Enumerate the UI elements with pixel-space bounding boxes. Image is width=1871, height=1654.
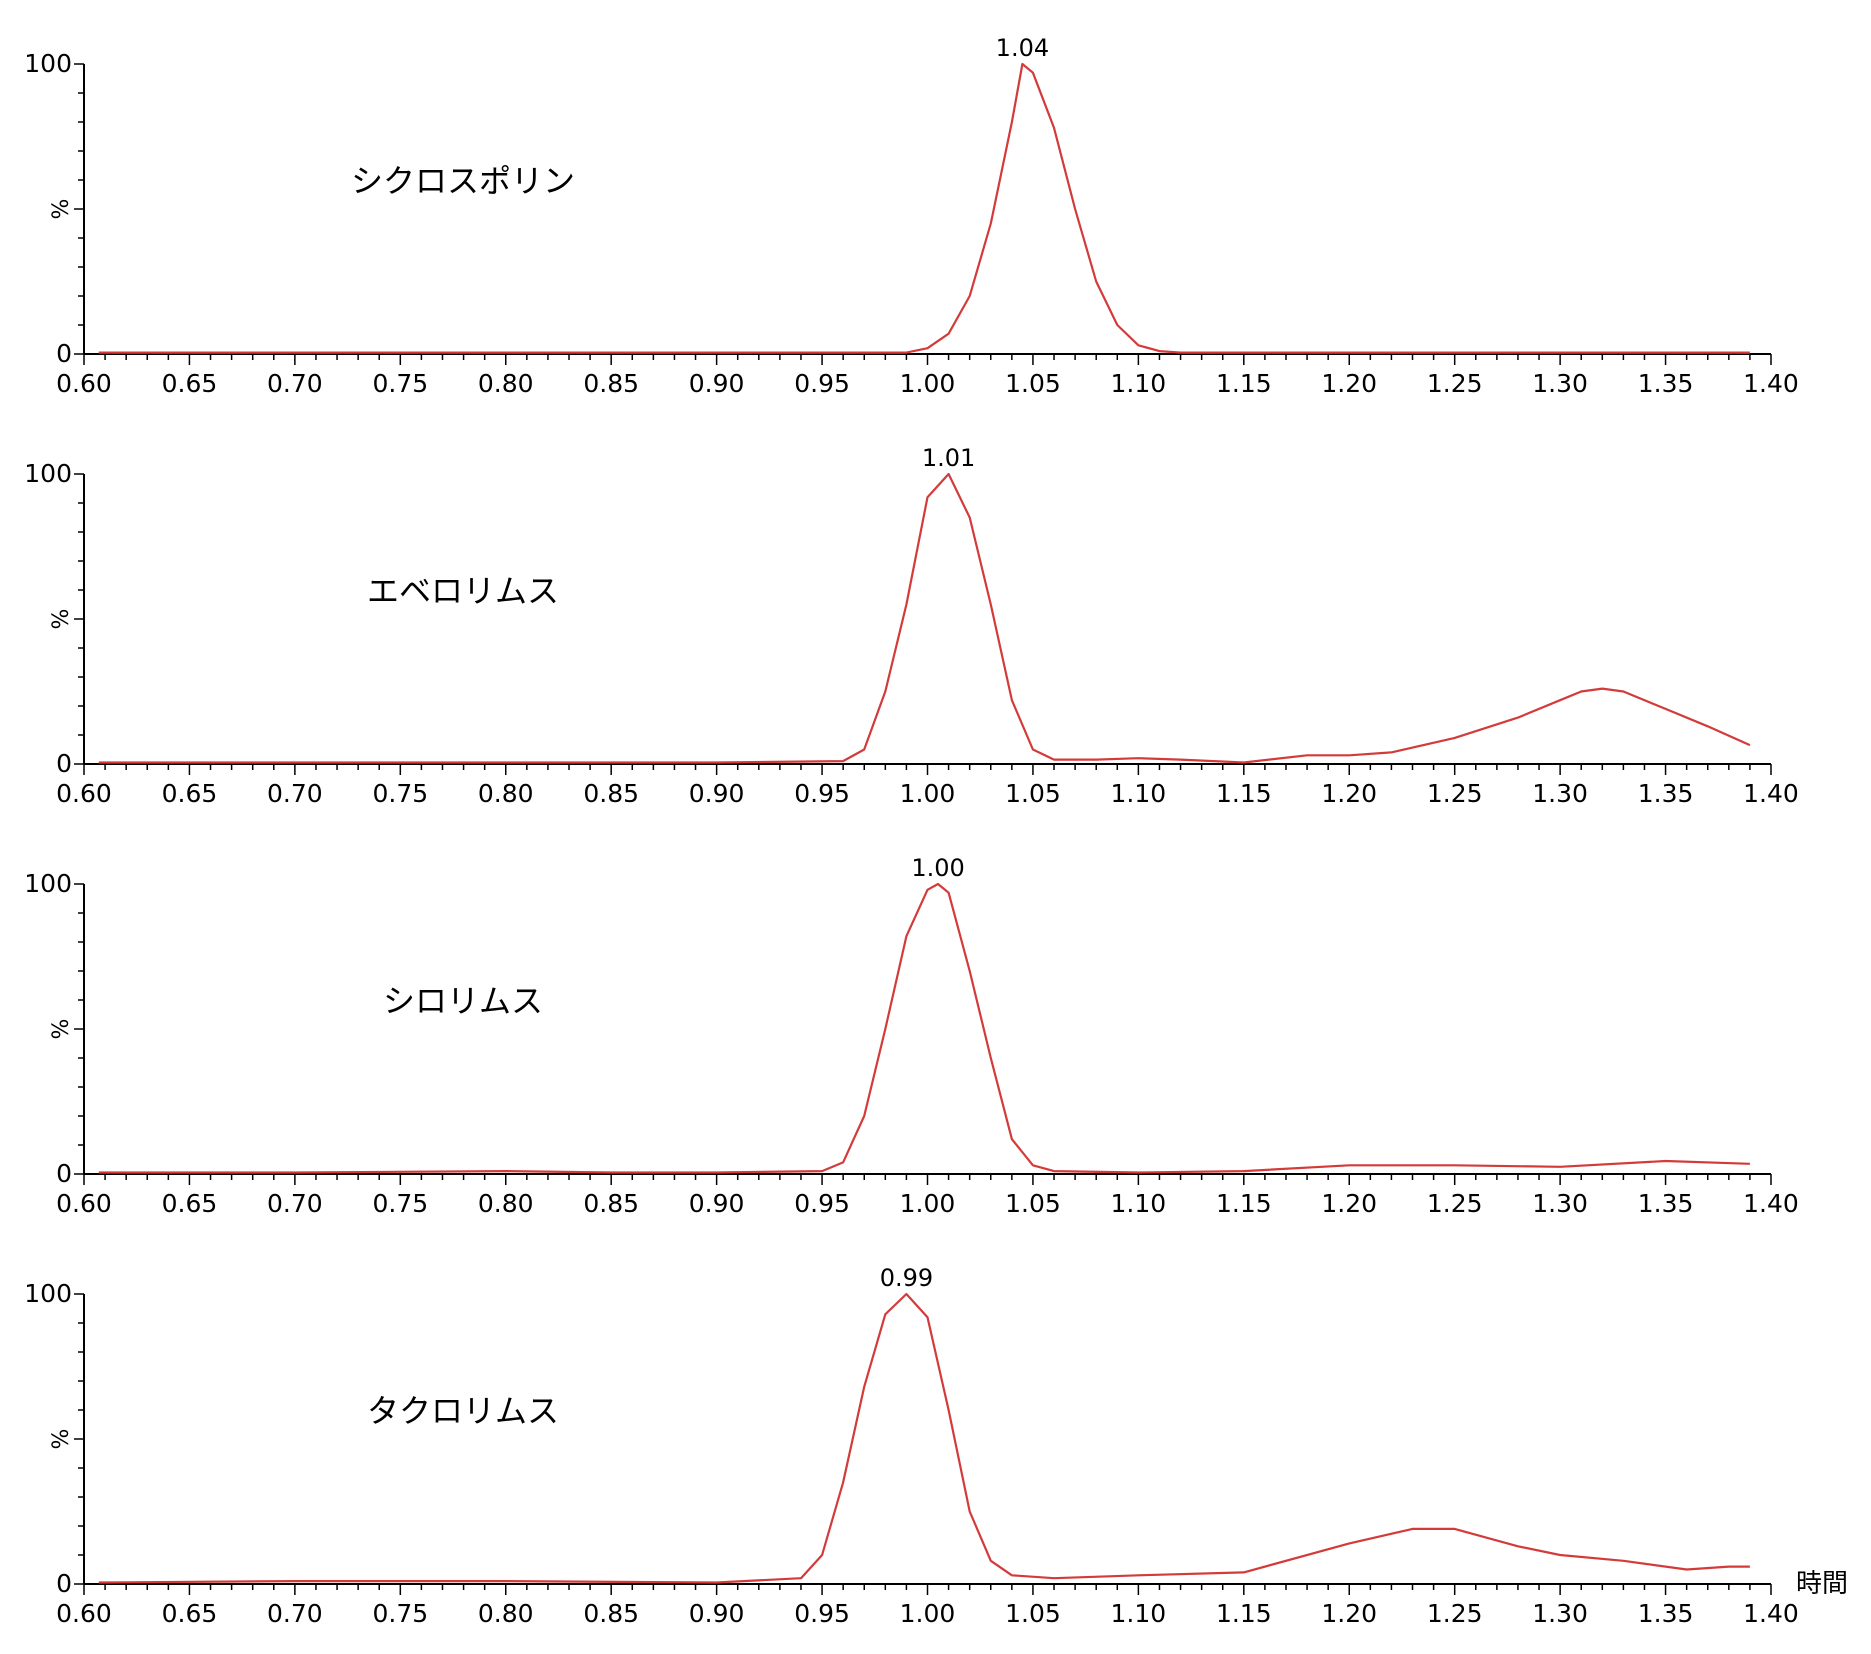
peak-retention-label: 1.01	[922, 444, 975, 472]
x-tick-label: 0.85	[583, 369, 639, 398]
x-tick-label: 0.70	[267, 369, 323, 398]
y-tick-label: 0	[56, 749, 72, 778]
x-tick-label: 1.20	[1321, 369, 1377, 398]
x-tick-label: 1.40	[1743, 1189, 1799, 1218]
y-tick-label: 100	[24, 49, 72, 78]
x-tick-label: 1.10	[1111, 1189, 1167, 1218]
y-tick-label: 0	[56, 1159, 72, 1188]
y-tick-label: 100	[24, 459, 72, 488]
x-tick-label: 1.40	[1743, 369, 1799, 398]
y-axis-label: %	[49, 1429, 74, 1450]
x-tick-label: 1.10	[1111, 779, 1167, 808]
x-tick-label: 0.95	[794, 1599, 850, 1628]
x-tick-label: 1.20	[1321, 779, 1377, 808]
chromatogram-trace	[98, 882, 1750, 1174]
chromatogram-trace	[98, 472, 1751, 764]
chromatogram-panel: 0 100% 0.60 0.65 0.70 0.75 0.80 0.85 0.90 0.95 1.0…	[24, 34, 1799, 398]
x-tick-label: 0.90	[689, 1599, 745, 1628]
x-tick-label: 1.05	[1005, 779, 1061, 808]
y-axis-label: %	[49, 199, 74, 220]
x-tick-label: 0.95	[794, 779, 850, 808]
y-tick-label: 0	[56, 1569, 72, 1598]
y-tick-label: 100	[24, 869, 72, 898]
x-tick-label: 1.25	[1427, 1599, 1483, 1628]
compound-name-label: シロリムス	[383, 982, 543, 1020]
x-tick-label: 0.85	[583, 1189, 639, 1218]
x-tick-label: 1.30	[1532, 1599, 1588, 1628]
peak-retention-label: 0.99	[880, 1264, 933, 1292]
x-tick-label: 1.35	[1638, 1599, 1694, 1628]
x-tick-label: 0.75	[372, 779, 428, 808]
y-axis-label: %	[49, 609, 74, 630]
x-tick-label: 1.25	[1427, 369, 1483, 398]
x-tick-label: 1.35	[1638, 779, 1694, 808]
x-tick-label: 0.60	[56, 779, 112, 808]
x-tick-label: 0.85	[583, 779, 639, 808]
x-tick-label: 1.20	[1321, 1599, 1377, 1628]
x-tick-label: 0.90	[689, 369, 745, 398]
x-tick-label: 0.65	[162, 1189, 218, 1218]
x-tick-label: 1.40	[1743, 1599, 1799, 1628]
x-tick-label: 0.65	[162, 369, 218, 398]
compound-name-label: エベロリムス	[367, 572, 559, 610]
compound-name-label: タクロリムス	[367, 1392, 559, 1430]
x-tick-label: 0.80	[478, 1599, 534, 1628]
x-tick-label: 0.80	[478, 369, 534, 398]
x-tick-label: 1.30	[1532, 779, 1588, 808]
x-tick-label: 1.40	[1743, 779, 1799, 808]
x-tick-label: 1.05	[1005, 369, 1061, 398]
chromatogram-trace	[98, 1292, 1750, 1584]
x-tick-label: 0.90	[689, 779, 745, 808]
x-tick-label: 0.90	[689, 1189, 745, 1218]
x-tick-label: 1.30	[1532, 1189, 1588, 1218]
x-tick-label: 1.15	[1216, 369, 1272, 398]
x-tick-label: 1.30	[1532, 369, 1588, 398]
x-tick-label: 0.85	[583, 1599, 639, 1628]
x-tick-label: 1.25	[1427, 779, 1483, 808]
peak-retention-label: 1.00	[911, 854, 964, 882]
x-tick-label: 1.35	[1638, 369, 1694, 398]
x-tick-label: 1.15	[1216, 1599, 1272, 1628]
x-tick-label: 0.95	[794, 1189, 850, 1218]
x-tick-label: 0.60	[56, 369, 112, 398]
x-tick-label: 0.70	[267, 1189, 323, 1218]
x-tick-label: 1.05	[1005, 1599, 1061, 1628]
x-tick-label: 1.00	[900, 1189, 956, 1218]
chromatogram-panel: 0 100% 0.60 0.65 0.70 0.75 0.80 0.85 0.90 0.95 1.0…	[24, 854, 1799, 1218]
chromatogram-trace	[98, 62, 1750, 354]
y-axis-label: %	[49, 1019, 74, 1040]
x-tick-label: 0.75	[372, 369, 428, 398]
x-tick-label: 1.25	[1427, 1189, 1483, 1218]
x-tick-label: 0.70	[267, 779, 323, 808]
x-tick-label: 0.60	[56, 1189, 112, 1218]
x-tick-label: 0.65	[162, 779, 218, 808]
x-tick-label: 1.00	[900, 369, 956, 398]
x-tick-label: 0.80	[478, 779, 534, 808]
x-tick-label: 1.05	[1005, 1189, 1061, 1218]
x-tick-label: 0.70	[267, 1599, 323, 1628]
x-tick-label: 1.10	[1111, 1599, 1167, 1628]
y-tick-label: 0	[56, 339, 72, 368]
peak-retention-label: 1.04	[996, 34, 1049, 62]
x-tick-label: 1.10	[1111, 369, 1167, 398]
x-tick-label: 0.80	[478, 1189, 534, 1218]
x-tick-label: 1.15	[1216, 1189, 1272, 1218]
y-tick-label: 100	[24, 1279, 72, 1308]
x-tick-label: 1.15	[1216, 779, 1272, 808]
x-tick-label: 0.75	[372, 1599, 428, 1628]
x-tick-label: 0.75	[372, 1189, 428, 1218]
chromatogram-panel: 0 100% 0.60 0.65 0.70 0.75 0.80 0.85 0.90 0.95 1.0…	[24, 1264, 1799, 1628]
x-tick-label: 0.65	[162, 1599, 218, 1628]
compound-name-label: シクロスポリン	[351, 162, 575, 200]
x-tick-label: 1.00	[900, 1599, 956, 1628]
chromatogram-panel: 0 100% 0.60 0.65 0.70 0.75 0.80 0.85 0.90 0.95 1.0…	[24, 444, 1799, 808]
x-axis-unit-label: 時間	[1796, 1569, 1848, 1599]
x-tick-label: 1.20	[1321, 1189, 1377, 1218]
x-tick-label: 1.00	[900, 779, 956, 808]
x-tick-label: 0.60	[56, 1599, 112, 1628]
x-tick-label: 0.95	[794, 369, 850, 398]
x-tick-label: 1.35	[1638, 1189, 1694, 1218]
